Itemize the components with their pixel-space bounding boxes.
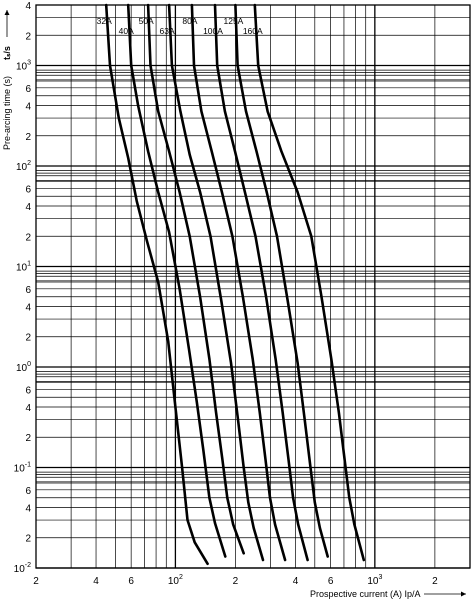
y-tick-label: 4 xyxy=(25,202,31,213)
x-tick-label: 103 xyxy=(367,574,382,587)
y-tick-label: 100 xyxy=(16,361,31,374)
x-tick-label: 102 xyxy=(168,574,183,587)
y-tick-label: 6 xyxy=(25,385,31,396)
y-tick-label: 6 xyxy=(25,486,31,497)
x-tick-label: 2 xyxy=(33,576,39,587)
curve-80A xyxy=(190,3,287,562)
curve-160A xyxy=(253,3,366,562)
curve-40A xyxy=(126,3,227,558)
y-tick-label: 103 xyxy=(16,60,31,73)
curve-63A xyxy=(167,3,265,562)
x-axis-ticks: 2 4 6 102 2 4 6 103 2 xyxy=(33,574,438,587)
y-tick-label: 4 xyxy=(25,101,31,112)
y-tick-label: 2 xyxy=(25,333,31,344)
chart-grid xyxy=(35,4,471,569)
x-tick-label: 6 xyxy=(328,576,334,587)
y-tick-label: 2 xyxy=(25,433,31,444)
curve-32A xyxy=(104,3,209,566)
y-tick-label: 4 xyxy=(25,503,31,514)
x-axis-arrow xyxy=(424,591,466,597)
rating-label-160A: 160A xyxy=(243,26,263,36)
y-tick-label: 2 xyxy=(25,534,31,545)
chart-curves xyxy=(104,3,366,566)
y-tick-label: 6 xyxy=(25,285,31,296)
rating-label-40A: 40A xyxy=(119,26,134,36)
x-tick-label: 4 xyxy=(93,576,99,587)
x-tick-label: 4 xyxy=(293,576,299,587)
y-tick-label: 2 xyxy=(25,132,31,143)
x-tick-label: 6 xyxy=(128,576,134,587)
y-tick-label: 4 xyxy=(25,403,31,414)
y-tick-label: 6 xyxy=(25,84,31,95)
curve-125A xyxy=(234,3,329,558)
y-axis-ticks: 4 2 103 6 4 2 102 6 4 2 101 6 4 2 100 6 4 2 10-1 6 4 2 10-2 xyxy=(14,1,32,575)
y-tick-label: 101 xyxy=(16,261,31,274)
plot-frame xyxy=(35,4,471,569)
curve-50A xyxy=(146,3,245,555)
y-axis-label: Pre-arcing time (s) xyxy=(2,76,12,150)
x-tick-label: 2 xyxy=(233,576,239,587)
y-tick-label: 6 xyxy=(25,184,31,195)
x-axis-label: Prospective current (A) Ip/A xyxy=(310,589,421,599)
rating-label-32A: 32A xyxy=(97,16,112,26)
x-tick-label: 2 xyxy=(432,576,438,587)
y-tick-label: 4 xyxy=(25,1,31,12)
rating-label-80A: 80A xyxy=(182,16,197,26)
y-tick-label: 2 xyxy=(25,232,31,243)
y-tick-label: 4 xyxy=(25,302,31,313)
y-tick-label: 102 xyxy=(16,160,31,173)
y-axis-label-group: Pre-arcing time (s) tₛ/s xyxy=(2,10,12,150)
y-tick-label: 10-1 xyxy=(14,462,31,475)
y-tick-label: 10-2 xyxy=(14,562,31,575)
rating-label-100A: 100A xyxy=(203,26,223,36)
rating-label-50A: 50A xyxy=(139,16,154,26)
curve-100A xyxy=(213,3,309,562)
y-axis-symbol: tₛ/s xyxy=(2,46,12,60)
y-tick-label: 2 xyxy=(25,31,31,42)
rating-label-125A: 125A xyxy=(224,16,244,26)
rating-label-63A: 63A xyxy=(160,26,175,36)
y-axis-arrow xyxy=(4,10,10,37)
